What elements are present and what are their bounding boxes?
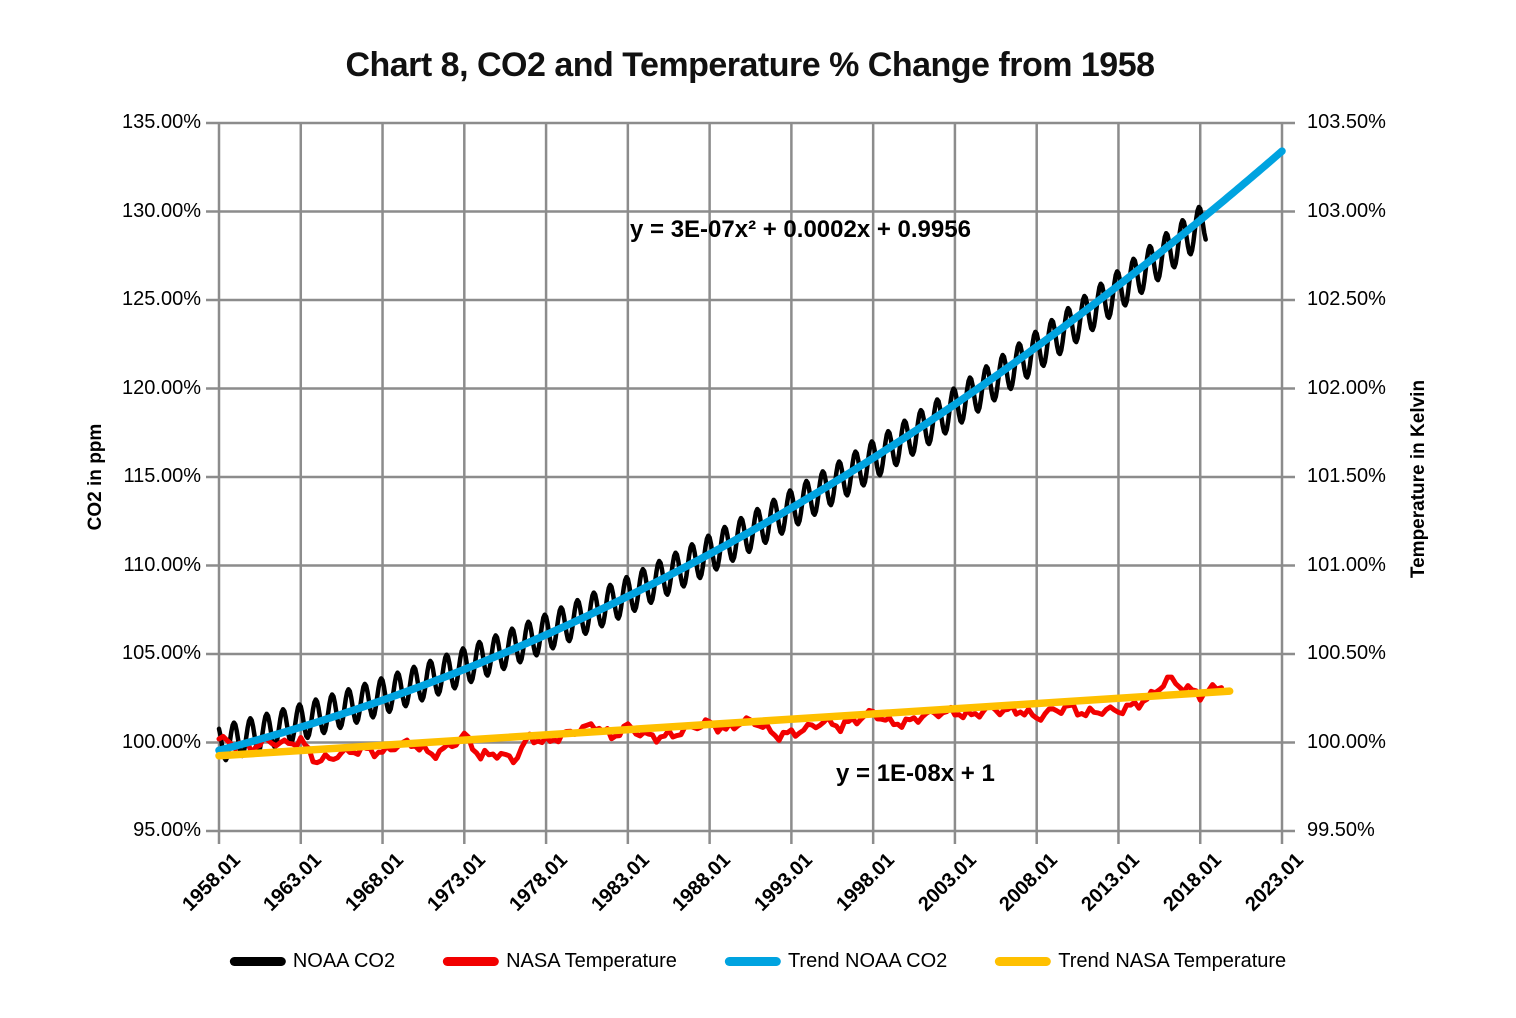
right-axis-tick-label: 100.00% bbox=[1307, 730, 1386, 753]
chart-title: Chart 8, CO2 and Temperature % Change fr… bbox=[345, 46, 1155, 84]
left-axis-tick-label: 135.00% bbox=[122, 111, 201, 133]
left-axis-tick-label: 120.00% bbox=[122, 376, 201, 399]
right-axis-tick-label: 103.50% bbox=[1307, 111, 1386, 133]
legend-swatch bbox=[995, 957, 1052, 966]
left-axis-tick-label: 100.00% bbox=[122, 730, 201, 753]
legend-swatch bbox=[443, 957, 500, 966]
co2-trend-equation: y = 3E-07x² + 0.0002x + 0.9956 bbox=[630, 216, 971, 243]
right-axis-tick-label: 99.50% bbox=[1307, 819, 1375, 841]
left-axis-tick-label: 110.00% bbox=[123, 553, 201, 576]
legend-item: NOAA CO2 bbox=[229, 950, 396, 973]
legend-label: Trend NASA Temperature bbox=[1058, 950, 1287, 972]
legend-item: NASA Temperature bbox=[443, 950, 677, 973]
legend-label: NASA Temperature bbox=[506, 950, 677, 972]
legend-swatch bbox=[724, 957, 781, 966]
right-axis-tick-label: 102.50% bbox=[1307, 288, 1386, 310]
right-axis-tick-label: 102.00% bbox=[1307, 376, 1386, 399]
series-trend-noaa-co2 bbox=[215, 147, 1286, 755]
legend: NOAA CO2 NASA Temperature Trend NOAA CO2 Tr… bbox=[229, 950, 1286, 973]
legend-label: NOAA CO2 bbox=[292, 950, 396, 972]
right-axis-tick-label: 101.00% bbox=[1307, 553, 1386, 576]
legend-swatch bbox=[229, 957, 286, 966]
right-axis-tick-label: 100.50% bbox=[1307, 642, 1386, 664]
legend-item: Trend NASA Temperature bbox=[995, 950, 1286, 973]
left-axis-tick-label: 105.00% bbox=[122, 642, 201, 664]
left-axis-tick-label: 95.00% bbox=[133, 819, 201, 841]
left-axis-tick-label: 130.00% bbox=[122, 199, 201, 222]
left-axis-tick-label: 125.00% bbox=[122, 288, 201, 310]
temp-trend-equation: y = 1E-08x + 1 bbox=[836, 760, 995, 787]
left-axis-tick-label: 115.00% bbox=[123, 465, 201, 487]
series-noaa-co2 bbox=[216, 204, 1208, 763]
right-axis-tick-label: 103.00% bbox=[1307, 199, 1386, 222]
right-axis-tick-label: 101.50% bbox=[1307, 465, 1386, 487]
legend-label: Trend NOAA CO2 bbox=[787, 950, 948, 972]
legend-item: Trend NOAA CO2 bbox=[724, 950, 948, 973]
series-trend-nasa-temperature bbox=[215, 687, 1234, 760]
